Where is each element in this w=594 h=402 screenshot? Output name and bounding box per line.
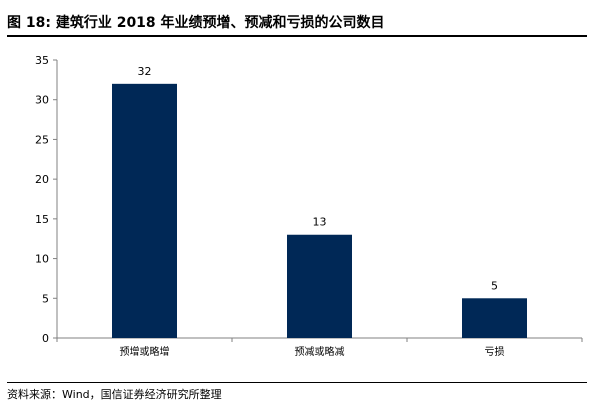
bar-value-label: 32 (138, 65, 152, 78)
bar-value-label: 5 (491, 279, 498, 292)
y-tick-label: 25 (35, 133, 49, 146)
title-divider (7, 35, 587, 37)
bar (112, 83, 177, 338)
y-tick-label: 15 (35, 213, 49, 226)
bar (462, 298, 527, 338)
x-category-label: 预增或略增 (120, 345, 170, 358)
x-category-label: 预减或略减 (295, 345, 345, 358)
x-axis: 预增或略增 预减或略减 亏损 (56, 337, 583, 358)
bar (287, 234, 352, 338)
y-tick-label: 10 (35, 253, 49, 266)
y-axis: 0 5 10 15 20 25 30 35 (35, 54, 58, 345)
y-tick-label: 20 (35, 173, 49, 186)
y-tick-label: 0 (42, 332, 49, 345)
bar-chart: 0 5 10 15 20 25 30 35 预增或略增 预减或略减 亏损 32 13 5 (35, 54, 583, 358)
bars: 32 13 5 (112, 65, 527, 338)
bar-value-label: 13 (313, 216, 327, 229)
source-divider (7, 382, 587, 383)
y-tick-label: 5 (42, 292, 49, 305)
x-category-label: 亏损 (485, 345, 505, 358)
figure-title: 图 18: 建筑行业 2018 年业绩预增、预减和亏损的公司数目 (7, 15, 385, 31)
y-tick-label: 30 (35, 94, 49, 107)
source-note: 资料来源：Wind，国信证券经济研究所整理 (7, 388, 222, 401)
y-tick-label: 35 (35, 54, 49, 67)
